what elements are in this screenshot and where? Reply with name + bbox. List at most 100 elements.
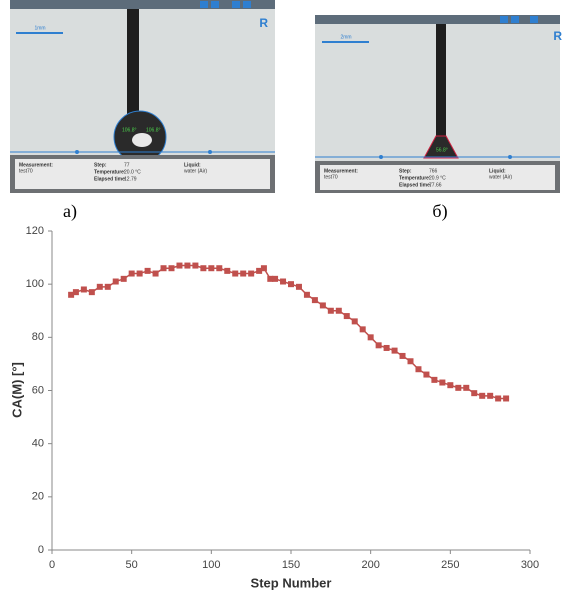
data-point (487, 392, 494, 399)
data-point (267, 275, 274, 282)
data-point (288, 281, 294, 288)
button (500, 16, 508, 23)
data-point (479, 392, 486, 399)
info-key: Temperature: (94, 169, 126, 175)
scale-label: 2mm (340, 34, 351, 40)
data-point (136, 270, 143, 277)
y-tick-label: 40 (32, 438, 44, 450)
y-tick-label: 120 (26, 225, 44, 237)
info-key: Measurement: (324, 168, 358, 174)
data-point (311, 297, 318, 304)
data-point (272, 275, 279, 282)
base-point (208, 150, 212, 154)
info-value: 20.9 °C (429, 175, 446, 181)
data-point (463, 384, 470, 391)
logo: R (553, 29, 562, 43)
x-tick-label: 50 (126, 559, 138, 571)
info-value: water (Air) (184, 168, 207, 174)
info-box (15, 159, 270, 189)
button (232, 1, 240, 8)
data-point (415, 366, 422, 373)
y-tick-label: 100 (26, 278, 44, 290)
data-point (455, 384, 462, 391)
data-point (96, 283, 103, 290)
data-point (72, 289, 79, 296)
data-point (471, 390, 478, 397)
y-axis-title: CA(M) [°] (9, 362, 24, 418)
angle: 56.8° (436, 147, 448, 153)
y-tick-label: 80 (32, 331, 44, 343)
x-tick-label: 150 (282, 559, 300, 571)
info-key: Measurement: (19, 162, 53, 168)
base-point (75, 150, 79, 154)
info-value: 20.0 °C (124, 169, 141, 175)
panel-label: а) (63, 201, 77, 222)
needle (436, 24, 446, 136)
data-point (495, 395, 502, 402)
angle-right: 106.8° (146, 127, 161, 133)
x-tick-label: 200 (361, 559, 379, 571)
data-point (351, 318, 358, 325)
data-point (216, 265, 223, 272)
button (243, 1, 251, 8)
base-point (508, 155, 512, 159)
data-point (224, 267, 231, 274)
y-tick-label: 20 (32, 491, 44, 503)
data-point (152, 270, 159, 277)
y-tick-label: 60 (32, 384, 44, 396)
info-key: Elapsed time: (94, 176, 127, 182)
data-point (367, 334, 374, 341)
reflection (132, 133, 152, 147)
button (200, 1, 208, 8)
data-point (208, 265, 215, 272)
x-tick-label: 300 (521, 559, 539, 571)
data-point (256, 267, 263, 274)
data-point (112, 278, 119, 285)
button (211, 1, 219, 8)
angle-left: 106.8° (122, 127, 137, 133)
info-value: 77.66 (429, 182, 442, 188)
data-point (439, 379, 446, 386)
data-point (128, 270, 135, 277)
toolbar (10, 0, 275, 9)
data-point (88, 289, 95, 296)
data-point (68, 291, 75, 298)
data-point (423, 371, 430, 378)
data-point (260, 265, 267, 272)
y-tick-label: 0 (38, 544, 44, 556)
data-point (104, 283, 111, 290)
data-point (176, 262, 183, 269)
screenshot-b: R 2mm 56.8° (315, 15, 562, 193)
data-point (184, 262, 191, 269)
data-point (375, 342, 382, 349)
data-point (399, 352, 406, 359)
info-key: Temperature: (399, 175, 431, 181)
data-point (319, 302, 326, 309)
info-key: Liquid: (184, 162, 201, 168)
data-point (327, 307, 334, 314)
info-key: Liquid: (489, 168, 506, 174)
data-point (240, 270, 247, 277)
data-point (359, 326, 366, 333)
data-point (407, 358, 414, 365)
data-point (168, 265, 175, 272)
data-point (303, 291, 310, 298)
data-point (280, 278, 287, 285)
panel-label: б) (432, 201, 447, 222)
needle (127, 9, 139, 121)
info-key: Elapsed time: (399, 182, 432, 188)
data-point (447, 382, 454, 389)
data-point (200, 265, 207, 272)
toolbar (315, 15, 560, 24)
info-value: 77 (124, 162, 130, 168)
button (511, 16, 519, 23)
info-value: 12.79 (124, 176, 137, 182)
info-value: test70 (19, 168, 33, 174)
info-box (320, 165, 555, 190)
droplet (423, 135, 459, 159)
data-point (80, 286, 87, 293)
data-point (391, 347, 398, 354)
info-key: Step: (94, 162, 107, 168)
data-point (232, 270, 239, 277)
